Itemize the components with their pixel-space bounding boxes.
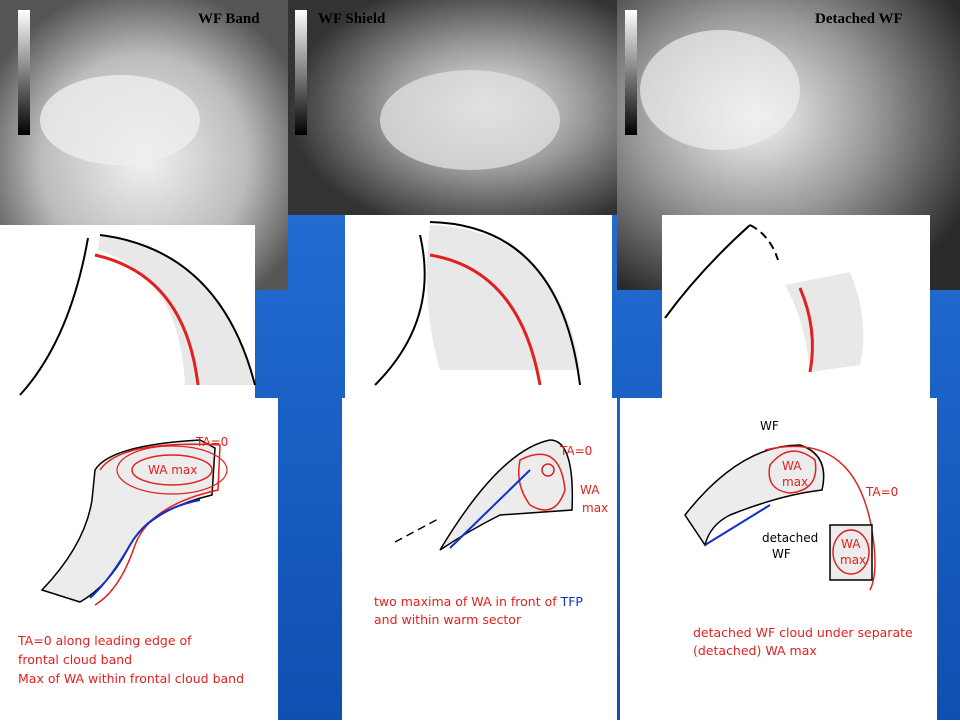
wa-max-contour bbox=[131, 454, 213, 486]
panel-title: WF Shield bbox=[318, 11, 386, 27]
cold-front bbox=[19, 237, 89, 396]
detached-label: detached bbox=[762, 531, 818, 545]
cloud bbox=[380, 70, 560, 170]
warm-front bbox=[429, 253, 542, 386]
cloud-shield bbox=[439, 439, 574, 551]
wa-max-contour bbox=[768, 450, 817, 494]
caption-line: frontal cloud band bbox=[18, 652, 132, 667]
caption-line: (detached) WA max bbox=[693, 643, 817, 658]
ta-zero-line bbox=[764, 445, 876, 591]
wa-max-label: WA bbox=[841, 537, 861, 551]
gray-scale bbox=[295, 10, 307, 135]
cloud-edge bbox=[429, 221, 581, 386]
caption-line: Max of WA within frontal cloud band bbox=[18, 671, 244, 686]
ta-zero-contour bbox=[518, 453, 566, 511]
ta-zero-line bbox=[94, 443, 221, 606]
cold-front bbox=[89, 499, 201, 599]
shield-dashed bbox=[394, 517, 441, 543]
caption-line: TA=0 along leading edge of bbox=[17, 633, 192, 648]
panel-title: WF Band bbox=[198, 11, 260, 27]
ta-zero-label: TA=0 bbox=[195, 435, 228, 449]
caption-text: two maxima of WA in front of bbox=[374, 594, 557, 609]
caption-line: two maxima of WA in front of TFP bbox=[374, 594, 583, 609]
wf-label: WF bbox=[760, 419, 779, 433]
detached-label: WF bbox=[772, 547, 791, 561]
gray-scale bbox=[625, 10, 637, 135]
cold-front bbox=[664, 224, 751, 319]
wa-contour bbox=[116, 445, 228, 495]
ta-zero-label: TA=0 bbox=[559, 444, 592, 458]
front-dashed bbox=[749, 224, 779, 261]
panel-title: Detached WF bbox=[815, 11, 903, 27]
wa-max-label: max bbox=[782, 475, 808, 489]
wa-max-label: max bbox=[840, 553, 866, 567]
wa-max-label: max bbox=[582, 501, 608, 515]
ta-zero-label: TA=0 bbox=[865, 485, 898, 499]
cold-front bbox=[704, 504, 771, 546]
caption-line: detached WF cloud under separate bbox=[693, 625, 913, 640]
wa-max-label: WA bbox=[580, 483, 600, 497]
cloud-edge bbox=[99, 234, 256, 386]
diagram-box bbox=[342, 398, 617, 720]
caption-line: and within warm sector bbox=[374, 612, 522, 627]
cold-front bbox=[449, 469, 531, 549]
cloud bbox=[640, 30, 800, 150]
cloud bbox=[40, 75, 200, 165]
wa-max-label: WA bbox=[782, 459, 802, 473]
cold-front bbox=[374, 234, 426, 386]
gray-scale bbox=[18, 10, 30, 135]
detached-cloud bbox=[829, 524, 873, 581]
cloud-band bbox=[98, 235, 255, 385]
wf-cloud bbox=[684, 444, 825, 547]
caption-highlight: TFP bbox=[560, 594, 584, 609]
warm-front bbox=[94, 253, 200, 386]
warm-front bbox=[798, 287, 814, 373]
wa-max-label: WA max bbox=[148, 463, 197, 477]
wa-contour bbox=[541, 463, 555, 477]
detached-wa-contour bbox=[832, 529, 870, 575]
